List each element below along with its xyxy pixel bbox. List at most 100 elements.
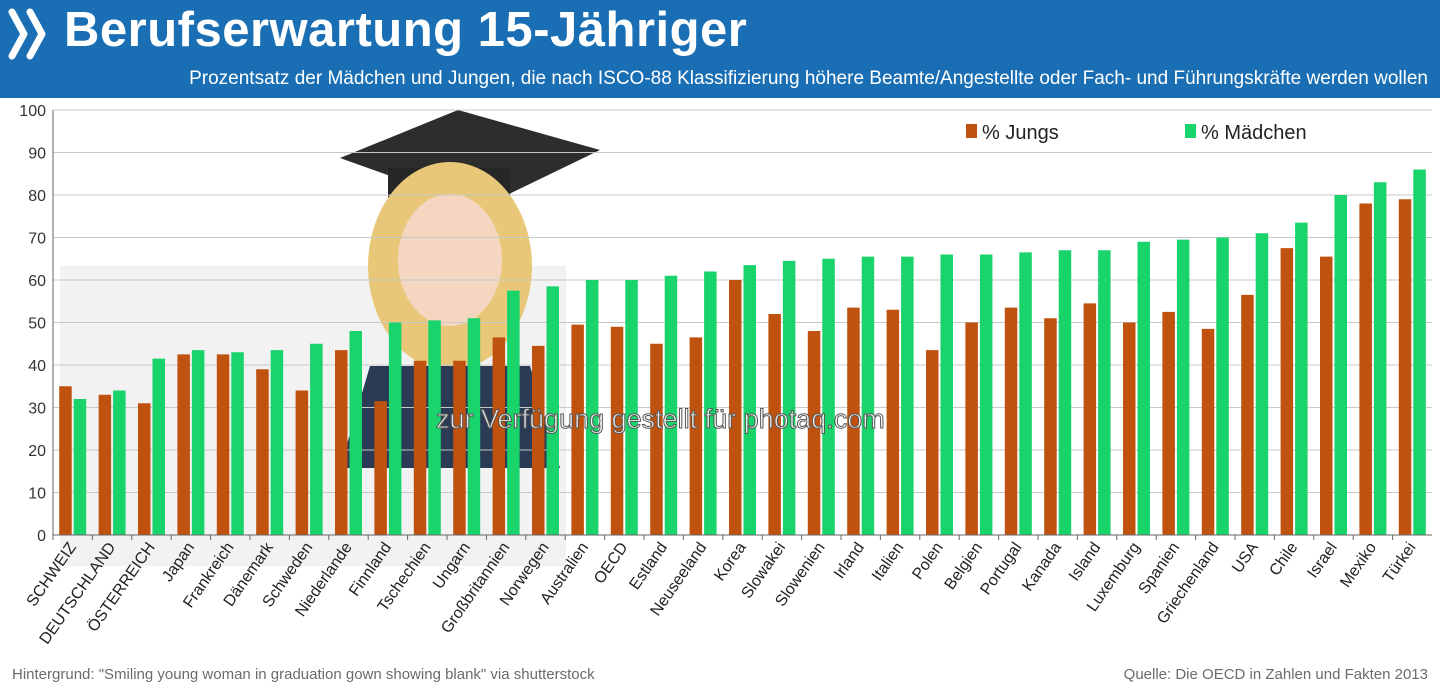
bar-jungs: [492, 337, 506, 535]
bar-maedchen: [507, 290, 520, 535]
bar-jungs: [1083, 303, 1097, 535]
bar-jungs: [689, 337, 703, 535]
bar-maedchen: [704, 271, 717, 535]
bar-maedchen: [467, 318, 481, 535]
header-bar: Berufserwartung 15-Jähriger Prozentsatz …: [0, 0, 1440, 98]
bar-jungs: [59, 386, 72, 535]
x-tick-label: Irland: [831, 540, 868, 583]
y-tick-label: 100: [19, 103, 46, 120]
bar-maedchen: [822, 258, 835, 535]
x-tick-label: Mexiko: [1337, 539, 1380, 590]
x-tick-label: Polen: [909, 540, 946, 583]
x-tick-label: Italien: [869, 540, 907, 585]
bar-maedchen: [664, 275, 678, 535]
bar-jungs: [1280, 248, 1294, 535]
bar-maedchen: [1255, 233, 1269, 535]
y-tick-label: 90: [28, 146, 46, 163]
legend-swatch: [1185, 124, 1196, 138]
y-tick-label: 70: [28, 231, 46, 248]
bar-jungs: [1241, 294, 1254, 535]
bar-maedchen: [310, 343, 323, 535]
bar-maedchen: [940, 254, 953, 535]
bar-jungs: [413, 360, 427, 535]
bar-maedchen: [1176, 239, 1190, 535]
mortarboard-icon: [340, 110, 600, 208]
bar-jungs: [1398, 199, 1412, 535]
bar-jungs: [98, 394, 112, 535]
bar-maedchen: [585, 280, 599, 535]
legend-label: % Jungs: [982, 122, 1059, 144]
background-credit: Hintergrund: "Smiling young woman in gra…: [12, 666, 595, 683]
bar-maedchen: [270, 350, 284, 535]
source-note: Quelle: Die OECD in Zahlen und Fakten 20…: [1123, 666, 1428, 683]
page-subtitle: Prozentsatz der Mädchen und Jungen, die …: [189, 68, 1428, 89]
y-tick-label: 20: [28, 443, 46, 460]
bar-jungs: [335, 350, 348, 535]
legend-swatch: [966, 124, 977, 138]
bar-maedchen: [1413, 169, 1426, 535]
bar-jungs: [295, 390, 309, 535]
bar-maedchen: [1098, 250, 1111, 535]
bar-jungs: [886, 309, 900, 535]
bar-maedchen: [388, 322, 402, 535]
bar-jungs: [571, 324, 584, 535]
bar-maedchen: [901, 256, 914, 535]
y-tick-label: 10: [28, 486, 46, 503]
legend-label: % Mädchen: [1201, 122, 1307, 144]
bar-maedchen: [1058, 250, 1072, 535]
x-tick-label: USA: [1229, 539, 1262, 576]
bar-maedchen: [1216, 237, 1229, 535]
x-tick-label: Island: [1066, 540, 1104, 585]
y-tick-label: 30: [28, 401, 46, 418]
y-tick-label: 50: [28, 316, 46, 333]
bar-jungs: [768, 314, 781, 535]
y-tick-label: 60: [28, 273, 46, 290]
bar-jungs: [1359, 203, 1372, 535]
x-tick-label: Israel: [1304, 540, 1340, 582]
bar-maedchen: [743, 265, 756, 535]
bar-jungs: [847, 307, 860, 535]
bar-maedchen: [428, 320, 441, 535]
bar-jungs: [1320, 256, 1333, 535]
bar-jungs: [453, 360, 466, 535]
x-tick-label: Türkei: [1380, 540, 1419, 586]
bars: [59, 169, 1426, 535]
face-shape: [398, 194, 502, 326]
bar-maedchen: [546, 286, 559, 535]
bar-jungs: [138, 403, 151, 535]
bar-maedchen: [979, 254, 993, 535]
bar-jungs: [807, 331, 821, 535]
y-tick-label: 40: [28, 358, 46, 375]
bar-jungs: [1004, 307, 1018, 535]
bar-maedchen: [1019, 252, 1032, 535]
bar-jungs: [1044, 318, 1057, 535]
bar-maedchen: [349, 331, 362, 535]
bar-maedchen: [113, 390, 126, 535]
x-tick-label: Chile: [1267, 539, 1302, 579]
bar-jungs: [926, 350, 939, 535]
bar-jungs: [650, 343, 663, 535]
bar-jungs: [729, 280, 742, 535]
x-tick-label: OECD: [591, 540, 631, 588]
bar-jungs: [532, 345, 545, 535]
x-tick-label: Kanada: [1019, 539, 1065, 594]
bar-jungs: [965, 322, 978, 535]
bar-maedchen: [191, 350, 205, 535]
legend: % Jungs % Mädchen: [966, 122, 1307, 144]
bar-jungs: [216, 354, 230, 535]
bar-maedchen: [782, 260, 796, 535]
bar-jungs: [374, 401, 387, 535]
page-title: Berufserwartung 15-Jähriger: [64, 3, 748, 57]
bar-jungs: [1123, 322, 1136, 535]
bar-jungs: [1201, 328, 1215, 535]
bar-maedchen: [73, 399, 87, 535]
bar-jungs: [177, 354, 190, 535]
bar-jungs: [610, 326, 624, 535]
x-tick-label: Korea: [711, 539, 749, 584]
bar-maedchen: [625, 280, 638, 535]
y-tick-label: 0: [37, 528, 46, 545]
y-tick-label: 80: [28, 188, 46, 205]
bar-maedchen: [861, 256, 875, 535]
bar-maedchen: [1295, 222, 1308, 535]
watermark-text: zur Verfügung gestellt für photaq.com: [436, 404, 886, 435]
